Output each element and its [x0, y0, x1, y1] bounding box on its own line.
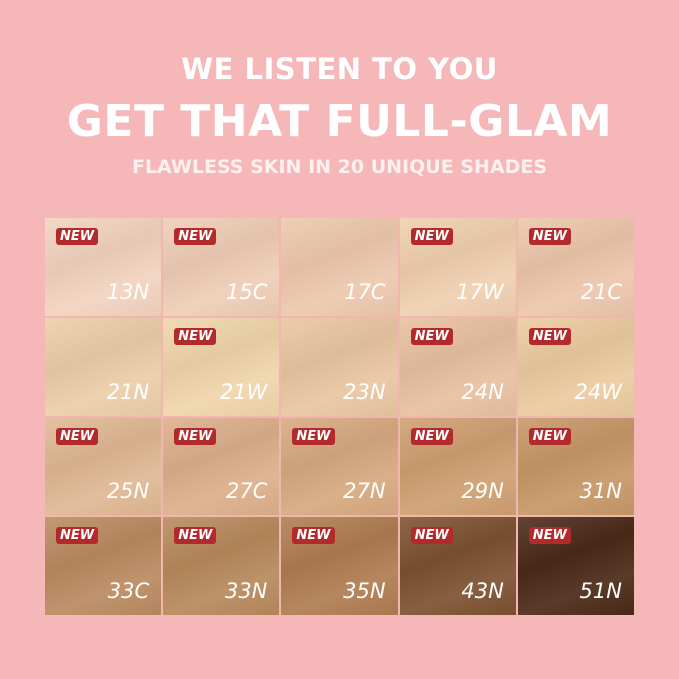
shade-name: 24N [461, 379, 504, 404]
new-badge: NEW [410, 527, 453, 545]
new-badge: NEW [410, 228, 453, 245]
new-badge: NEW [528, 327, 571, 345]
shade-name: 29N [461, 479, 504, 504]
shade-name: 51N [579, 579, 622, 603]
shade-swatch: NEW 33N [163, 517, 280, 615]
shade-swatch: NEW 21C [517, 218, 634, 316]
shade-swatch: NEW 27C [163, 417, 280, 516]
shade-swatch: NEW 35N [281, 517, 398, 615]
shade-swatch: NEW 24N [399, 317, 516, 416]
new-badge: NEW [174, 327, 217, 345]
shade-name: 15C [226, 279, 268, 304]
shade-name: 31N [579, 479, 622, 504]
shade-name: 33C [107, 579, 150, 603]
new-badge: NEW [410, 427, 453, 445]
shade-swatch: NEW 13N [45, 218, 162, 316]
new-badge: NEW [528, 228, 571, 245]
shade-swatch: NEW 31N [517, 417, 634, 516]
shade-name: 33N [224, 579, 268, 603]
new-badge: NEW [174, 228, 217, 245]
new-badge: NEW [292, 527, 335, 545]
shade-name: 25N [106, 479, 150, 504]
new-badge: NEW [56, 228, 99, 245]
shade-name: 27N [343, 479, 386, 504]
shade-swatch: NEW 25N [45, 417, 162, 516]
shade-swatch: NEW 51N [517, 517, 634, 615]
shade-name: 24W [574, 379, 622, 404]
shade-swatch: NEW 21W [163, 317, 280, 416]
shade-name: 23N [343, 379, 386, 404]
new-badge: NEW [174, 427, 217, 445]
new-badge: NEW [174, 527, 217, 545]
shade-swatch: NEW 24W [517, 317, 634, 416]
shade-swatch: NEW 27N [281, 417, 398, 516]
new-badge: NEW [292, 427, 335, 445]
shade-swatch: NEW 33C [45, 517, 162, 615]
shade-name: 35N [343, 579, 386, 603]
new-badge: NEW [410, 327, 453, 345]
shade-name: 43N [461, 579, 504, 603]
shade-name: 21W [219, 379, 268, 404]
shade-grid: NEW 13N NEW 15C 17C NEW 17W NEW 21C 21N NEW 21W 23N N… [45, 218, 634, 615]
shade-name: 17W [456, 279, 504, 304]
shade-swatch: NEW 15C [163, 218, 280, 316]
new-badge: NEW [528, 427, 571, 445]
headline: GET THAT FULL-GLAM [66, 96, 613, 147]
new-badge: NEW [56, 427, 99, 445]
shade-swatch: 17C [281, 218, 398, 316]
shade-swatch: 21N [45, 317, 162, 416]
shade-name: 21C [580, 279, 622, 304]
shade-swatch: NEW 43N [399, 517, 516, 615]
new-badge: NEW [528, 527, 571, 545]
shade-name: 17C [344, 279, 386, 304]
new-badge: NEW [56, 527, 99, 545]
subheadline: FLAWLESS SKIN IN 20 UNIQUE SHADES [131, 156, 548, 178]
shade-name: 21N [106, 379, 150, 404]
shade-swatch: NEW 29N [399, 417, 516, 516]
shade-swatch: NEW 17W [399, 218, 516, 316]
shade-name: 13N [106, 279, 150, 304]
shade-name: 27C [226, 479, 268, 504]
tagline: WE LISTEN TO YOU [181, 52, 498, 86]
shade-swatch: 23N [281, 317, 398, 416]
